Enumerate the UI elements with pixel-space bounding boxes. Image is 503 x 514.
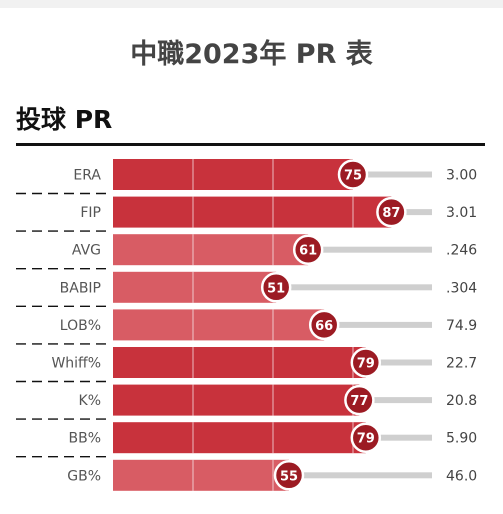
- category-label: K%: [79, 393, 101, 409]
- pr-badge: [376, 196, 407, 228]
- bar: [113, 159, 353, 190]
- pr-value-label: 77: [350, 394, 368, 409]
- bar-track: [353, 171, 432, 178]
- bar: [113, 384, 360, 416]
- bar-track: [391, 209, 432, 216]
- stat-value-label: 74.9: [446, 318, 477, 334]
- category-label: BABIP: [60, 280, 101, 296]
- stat-value-label: .304: [446, 280, 477, 296]
- stat-value-label: 3.01: [446, 205, 477, 221]
- bar-track: [276, 284, 432, 291]
- stat-value-label: 5.90: [446, 431, 477, 447]
- stat-value-label: 22.7: [446, 356, 477, 372]
- bar-track: [359, 397, 432, 404]
- bar-track: [289, 472, 432, 479]
- pr-badge: [350, 347, 382, 378]
- bar-track: [308, 246, 432, 253]
- pr-value-label: 61: [299, 244, 317, 259]
- pr-badge: [260, 272, 292, 303]
- top-bar: [0, 0, 503, 8]
- bar: [113, 459, 289, 491]
- category-label: ERA: [73, 168, 101, 184]
- pr-value-label: 79: [357, 357, 375, 372]
- pr-value-label: 87: [382, 206, 400, 221]
- pr-badge: [337, 159, 369, 190]
- pr-value-label: 79: [357, 432, 375, 447]
- stat-value-label: 3.00: [446, 168, 477, 184]
- pr-value-label: 75: [344, 169, 362, 184]
- category-label: LOB%: [60, 318, 101, 334]
- pr-value-label: 66: [315, 319, 333, 334]
- category-label: BB%: [68, 431, 101, 447]
- page-title: 中職2023年 PR 表: [130, 39, 373, 70]
- section-rule: [16, 143, 485, 146]
- bar: [113, 422, 366, 454]
- pr-value-label: 51: [267, 281, 285, 296]
- section-heading: 投球 PR: [16, 105, 113, 134]
- pr-badge: [292, 234, 324, 265]
- pr-badge: [350, 422, 382, 453]
- stat-value-label: 20.8: [446, 393, 477, 409]
- bar: [113, 309, 325, 341]
- bar-track: [324, 321, 432, 328]
- pr-badge: [308, 309, 340, 341]
- bar: [113, 347, 366, 378]
- category-label: AVG: [72, 243, 101, 259]
- bar-track: [365, 434, 432, 441]
- stat-value-label: .246: [446, 243, 477, 259]
- bar: [113, 271, 277, 303]
- bar: [113, 234, 309, 266]
- bar-track: [365, 359, 432, 366]
- bar: [113, 196, 392, 228]
- pr-badge: [273, 460, 305, 491]
- stat-value-label: 46.0: [446, 468, 477, 484]
- pr-badge: [344, 384, 375, 416]
- pr-value-label: 55: [280, 469, 298, 484]
- category-label: Whiff%: [51, 356, 101, 372]
- category-label: GB%: [67, 468, 101, 484]
- category-label: FIP: [80, 205, 101, 221]
